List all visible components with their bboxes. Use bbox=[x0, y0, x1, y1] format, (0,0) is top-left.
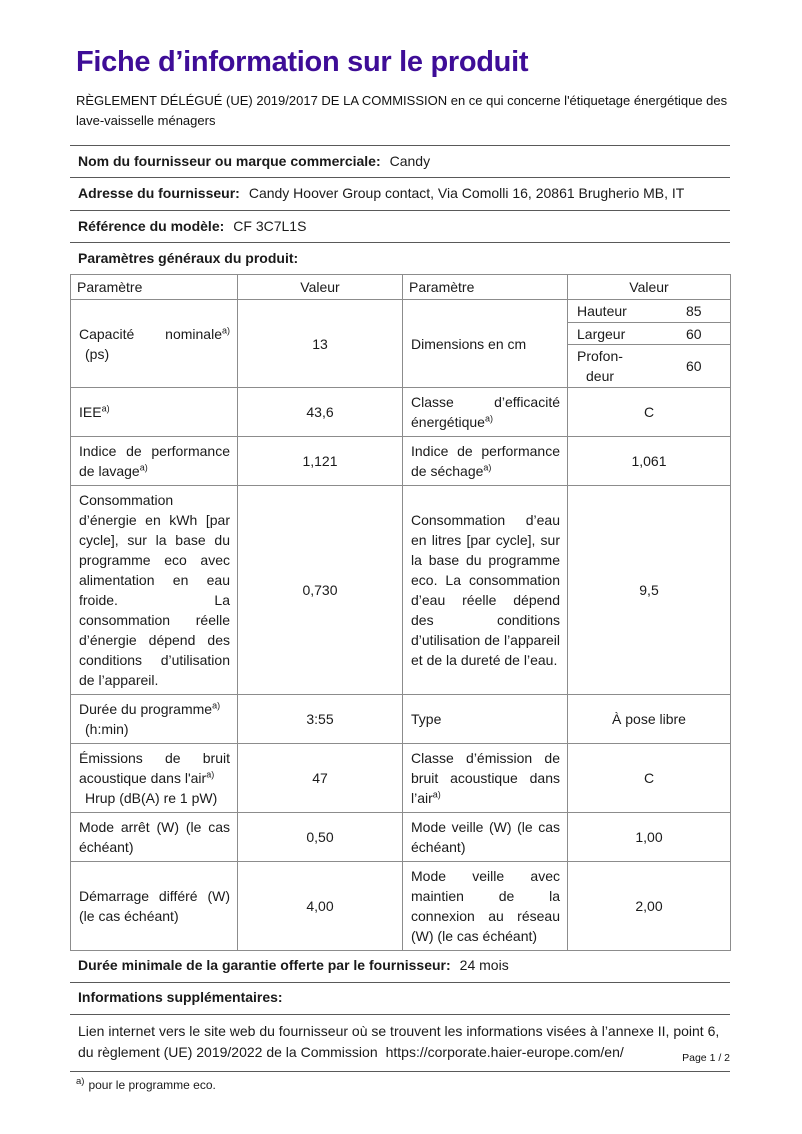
regulation-subtitle: RÈGLEMENT DÉLÉGUÉ (UE) 2019/2017 DE LA C… bbox=[76, 93, 728, 129]
dry-index-param-cell: Indice de performance de séchagea) bbox=[402, 436, 568, 487]
dimension-height-value: 85 bbox=[686, 303, 702, 320]
water-consumption-value-cell: 9,5 bbox=[567, 485, 731, 696]
wash-index-value-cell: 1,121 bbox=[237, 436, 403, 487]
general-parameters-label: Paramètres généraux du produit: bbox=[78, 249, 299, 266]
networked-standby-param-cell: Mode veille avec maintien de la connexio… bbox=[402, 861, 568, 952]
capacity-param-cell: Capacité nominalea) (ps) bbox=[70, 299, 238, 389]
noise-param-cell: Émissions de bruit acoustique dans l'air… bbox=[70, 743, 238, 814]
wash-index-param-cell: Indice de performance de lavagea) bbox=[70, 436, 238, 487]
noise-unit: Hrup (dB(A) re 1 pW) bbox=[85, 790, 218, 807]
duration-unit: (h:min) bbox=[85, 721, 129, 738]
table-row-duration-type: Durée du programmea) (h:min) 3:55 Type À… bbox=[70, 694, 731, 745]
dimension-width-label: Largeur bbox=[577, 325, 626, 342]
iee-value-cell: 43,6 bbox=[237, 387, 403, 438]
footnote-marker: a) bbox=[483, 462, 492, 473]
supplier-name-value: Candy bbox=[389, 153, 431, 170]
energy-consumption-param-cell: Consommation d’énergie en kWh [par cycle… bbox=[70, 485, 238, 696]
duration-param-cell: Durée du programmea) (h:min) bbox=[70, 694, 238, 745]
header-parametre-left: Paramètre bbox=[70, 274, 238, 301]
page-number: Page 1 / 2 bbox=[682, 1052, 730, 1064]
dimension-depth-label: Profon-deur bbox=[577, 348, 623, 385]
supplier-name-row: Nom du fournisseur ou marque commerciale… bbox=[70, 145, 730, 177]
dimension-height-label: Hauteur bbox=[577, 303, 627, 320]
energy-class-param-cell: Classe d’efficacité énergétiquea) bbox=[402, 387, 568, 438]
type-param-cell: Type bbox=[402, 694, 568, 745]
additional-info-label: Informations supplémentaires: bbox=[78, 989, 283, 1006]
capacity-unit: (ps) bbox=[85, 345, 110, 362]
iee-param-cell: IEEa) bbox=[70, 387, 238, 438]
supplier-name-label: Nom du fournisseur ou marque commerciale… bbox=[78, 153, 381, 170]
type-value-cell: À pose libre bbox=[567, 694, 731, 745]
dimension-row-depth: Profon-deur 60 bbox=[568, 345, 730, 387]
table-row-iee-energyclass: IEEa) 43,6 Classe d’efficacité énergétiq… bbox=[70, 387, 731, 438]
dimensions-values-cell: Hauteur 85 Largeur 60 Profon-deur 60 bbox=[567, 299, 731, 389]
table-row-consumption: Consommation d’énergie en kWh [par cycle… bbox=[70, 485, 731, 696]
energy-class-value-cell: C bbox=[567, 387, 731, 438]
footnote-marker: a) bbox=[206, 769, 215, 780]
capacity-value-cell: 13 bbox=[237, 299, 403, 389]
dimension-row-height: Hauteur 85 bbox=[568, 300, 730, 324]
table-row-noise: Émissions de bruit acoustique dans l'air… bbox=[70, 743, 731, 814]
footnote: a) pour le programme eco. bbox=[76, 1076, 730, 1092]
supplier-link-row: Lien internet vers le site web du fourni… bbox=[70, 1015, 730, 1073]
footnote-marker: a) bbox=[432, 789, 441, 800]
water-consumption-param-cell: Consommation d’eau en litres [par cycle]… bbox=[402, 485, 568, 696]
energy-consumption-value-cell: 0,730 bbox=[237, 485, 403, 696]
noise-class-value-cell: C bbox=[567, 743, 731, 814]
supplier-website-link[interactable]: https://corporate.haier-europe.com/en/ bbox=[385, 1044, 624, 1061]
standby-value-cell: 1,00 bbox=[567, 812, 731, 863]
supplier-address-label: Adresse du fournisseur: bbox=[78, 185, 240, 202]
supplier-link-description: Lien internet vers le site web du fourni… bbox=[78, 1023, 720, 1061]
table-row-offmode-standby: Mode arrêt (W) (le cas échéant) 0,50 Mod… bbox=[70, 812, 731, 863]
header-valeur-right: Valeur bbox=[567, 274, 731, 301]
model-reference-value: CF 3C7L1S bbox=[233, 217, 307, 234]
delayed-start-param-cell: Démarrage différé (W) (le cas échéant) bbox=[70, 861, 238, 952]
header-parametre-right: Paramètre bbox=[402, 274, 568, 301]
footnote-marker: a) bbox=[101, 403, 110, 414]
dimension-depth-value: 60 bbox=[686, 358, 702, 375]
general-parameters-heading-row: Paramètres généraux du produit: bbox=[70, 241, 730, 274]
footnote-marker: a) bbox=[139, 462, 148, 473]
networked-standby-value-cell: 2,00 bbox=[567, 861, 731, 952]
noise-value-cell: 47 bbox=[237, 743, 403, 814]
table-row-capacity-dimensions: Capacité nominalea) (ps) 13 Dimensions e… bbox=[70, 299, 731, 389]
footnote-marker: a) bbox=[484, 413, 493, 424]
guarantee-label: Durée minimale de la garantie offerte pa… bbox=[78, 957, 451, 974]
noise-class-param-cell: Classe d’émission de bruit acoustique da… bbox=[402, 743, 568, 814]
dimensions-param-cell: Dimensions en cm bbox=[402, 299, 568, 389]
footnote-marker: a) bbox=[76, 1076, 85, 1088]
footnote-marker: a) bbox=[221, 324, 230, 335]
model-reference-label: Référence du modèle: bbox=[78, 217, 225, 234]
off-mode-param-cell: Mode arrêt (W) (le cas échéant) bbox=[70, 812, 238, 863]
dimension-row-width: Largeur 60 bbox=[568, 323, 730, 346]
table-row-performance-indices: Indice de performance de lavagea) 1,121 … bbox=[70, 436, 731, 487]
model-reference-row: Référence du modèle: CF 3C7L1S bbox=[70, 209, 730, 242]
footnote-text: pour le programme eco. bbox=[88, 1078, 216, 1093]
dry-index-value-cell: 1,061 bbox=[567, 436, 731, 487]
footnote-marker: a) bbox=[212, 700, 221, 711]
duration-value-cell: 3:55 bbox=[237, 694, 403, 745]
table-row-delayedstart-network: Démarrage différé (W) (le cas échéant) 4… bbox=[70, 861, 731, 952]
delayed-start-value-cell: 4,00 bbox=[237, 861, 403, 952]
page-title: Fiche d’information sur le produit bbox=[76, 46, 529, 78]
additional-info-heading-row: Informations supplémentaires: bbox=[70, 983, 730, 1016]
table-header-row: Paramètre Valeur Paramètre Valeur bbox=[70, 274, 731, 301]
standby-param-cell: Mode veille (W) (le cas échéant) bbox=[402, 812, 568, 863]
supplier-address-value: Candy Hoover Group contact, Via Comolli … bbox=[248, 185, 685, 202]
guarantee-row: Durée minimale de la garantie offerte pa… bbox=[70, 951, 730, 984]
dimension-width-value: 60 bbox=[686, 325, 702, 342]
supplier-address-row: Adresse du fournisseur: Candy Hoover Grou… bbox=[70, 177, 730, 209]
header-valeur-left: Valeur bbox=[237, 274, 403, 301]
guarantee-value: 24 mois bbox=[459, 957, 509, 974]
off-mode-value-cell: 0,50 bbox=[237, 812, 403, 863]
parameters-table: Paramètre Valeur Paramètre Valeur Capaci… bbox=[70, 274, 731, 952]
